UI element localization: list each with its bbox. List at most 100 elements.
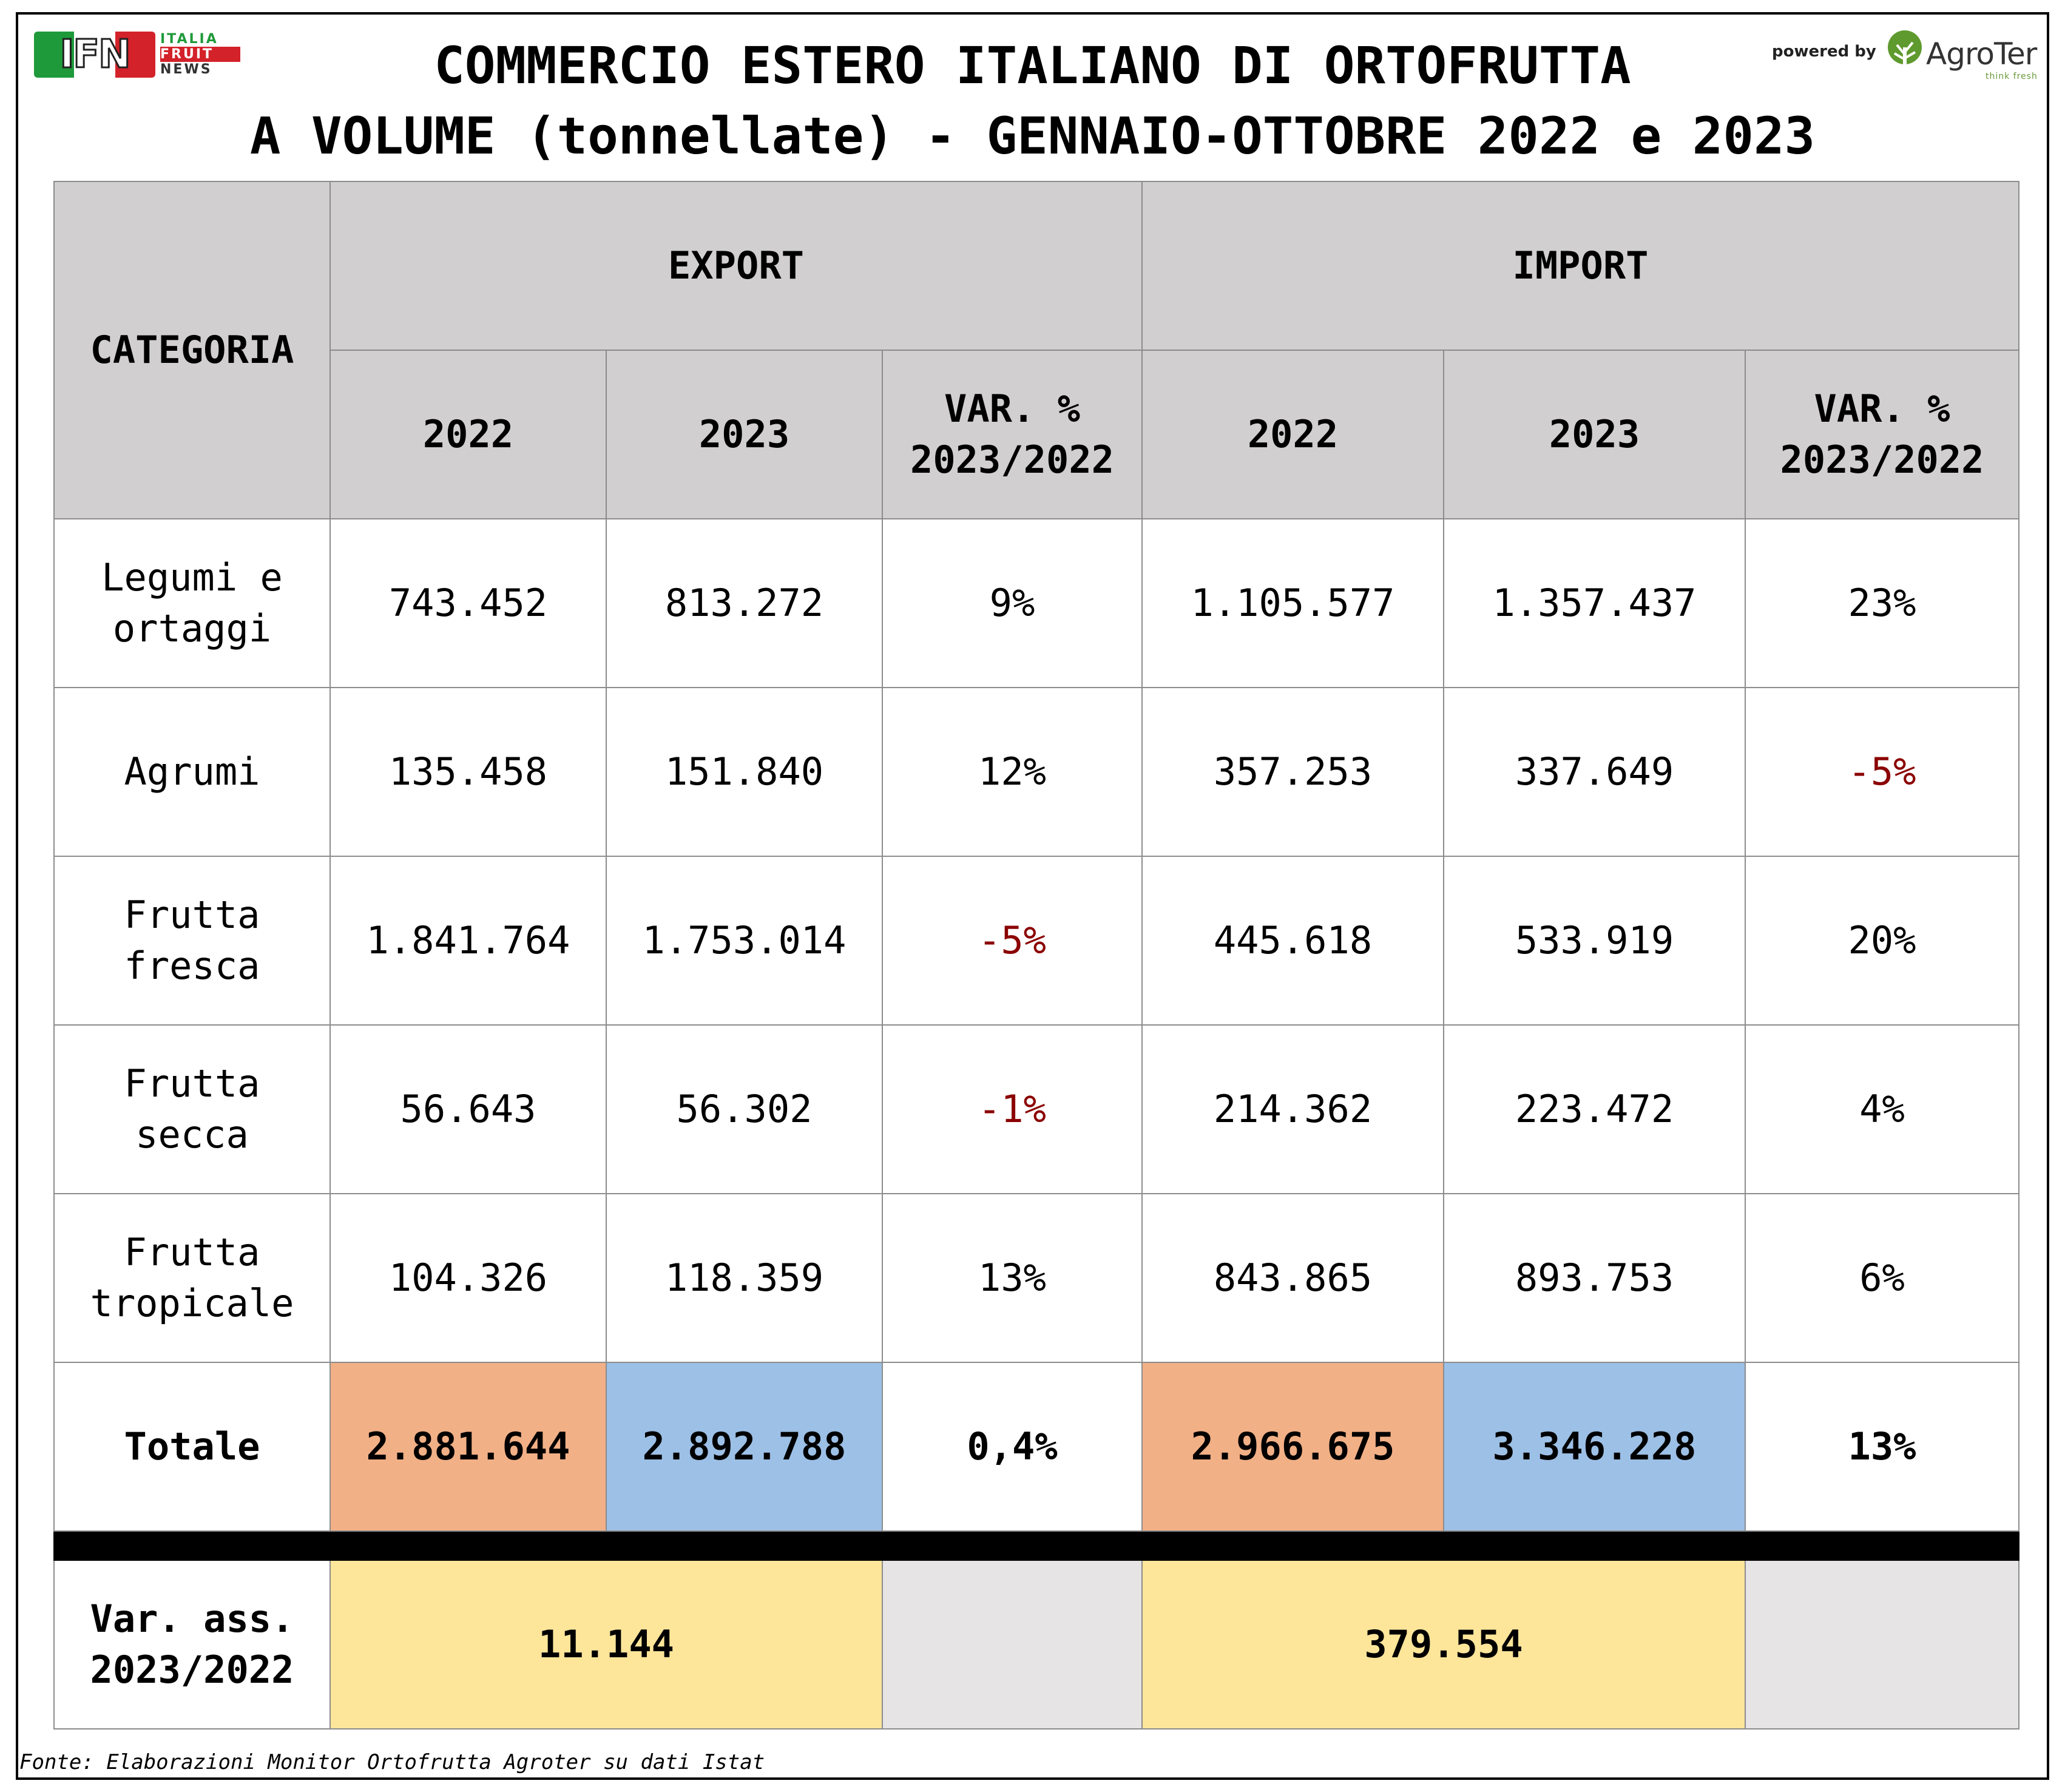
header-categoria: CATEGORIA bbox=[53, 181, 331, 519]
value-cell-export-2022: 1.841.764 bbox=[330, 856, 607, 1026]
ifn-logo: IFN ITALIA FRUIT NEWS bbox=[34, 32, 240, 80]
value-cell-import-2022: 445.618 bbox=[1141, 856, 1445, 1026]
value-cell-export-var: -1% bbox=[881, 1024, 1143, 1194]
header-import-2023: 2023 bbox=[1443, 350, 1746, 519]
abs-var-export-empty bbox=[881, 1560, 1143, 1729]
header-import-2022: 2022 bbox=[1141, 350, 1445, 519]
data-rows: Legumi e ortaggi 743.452 813.272 9% 1.105.577… bbox=[53, 518, 2020, 1363]
table-row: Frutta fresca 1.841.764 1.753.014 -5% 445.618… bbox=[53, 856, 2020, 1026]
category-label-line: fresca bbox=[124, 944, 260, 988]
total-import-2023: 3.346.228 bbox=[1443, 1362, 1746, 1532]
ifn-logo-line1: ITALIA bbox=[160, 32, 218, 47]
title-line-1: COMMERCIO ESTERO ITALIANO DI ORTOFRUTTA bbox=[434, 36, 1631, 95]
powered-by-label: powered by bbox=[1772, 42, 1876, 61]
ifn-logo-subtitle: ITALIA FRUIT NEWS bbox=[160, 32, 240, 77]
value-cell-export-2023: 813.272 bbox=[606, 518, 883, 688]
ifn-logo-mark: IFN bbox=[34, 32, 155, 78]
value-cell-import-var: 23% bbox=[1745, 518, 2020, 688]
table-row: Frutta tropicale 104.326 118.359 13% 843.865 8… bbox=[53, 1193, 2020, 1363]
value-cell-import-2023: 337.649 bbox=[1443, 687, 1746, 857]
category-cell: Frutta fresca bbox=[53, 856, 331, 1026]
value-cell-import-var: 6% bbox=[1745, 1193, 2020, 1363]
category-label-line: Frutta bbox=[124, 1061, 260, 1106]
separator-bar bbox=[53, 1530, 2020, 1561]
value-cell-import-var: 4% bbox=[1745, 1024, 2020, 1194]
value-cell-export-2022: 743.452 bbox=[330, 518, 607, 688]
table-row: Legumi e ortaggi 743.452 813.272 9% 1.105.577… bbox=[53, 518, 2020, 688]
value-cell-export-var: 13% bbox=[881, 1193, 1143, 1363]
value-cell-import-2022: 843.865 bbox=[1141, 1193, 1445, 1363]
abs-var-import: 379.554 bbox=[1141, 1560, 1746, 1729]
header-export-2022: 2022 bbox=[330, 350, 607, 519]
agroter-tagline: think fresh bbox=[1986, 72, 2038, 81]
category-label-line: Frutta bbox=[124, 1230, 260, 1274]
total-export-2023: 2.892.788 bbox=[606, 1362, 883, 1532]
category-label-line: secca bbox=[135, 1112, 249, 1157]
header-import: IMPORT bbox=[1141, 181, 2020, 351]
value-cell-import-2022: 214.362 bbox=[1141, 1024, 1445, 1194]
abs-var-import-empty bbox=[1745, 1560, 2020, 1729]
value-cell-export-2023: 56.302 bbox=[606, 1024, 883, 1194]
header-export-var: VAR. % 2023/2022 bbox=[881, 350, 1143, 519]
header-row-2: 2022 2023 VAR. % 2023/2022 2022 2023 VAR… bbox=[54, 350, 2020, 519]
value-cell-export-var: -5% bbox=[881, 856, 1143, 1026]
trade-table: CATEGORIA EXPORT IMPORT 2022 2023 VAR. %… bbox=[53, 181, 2020, 1729]
total-export-2022: 2.881.644 bbox=[330, 1362, 607, 1532]
value-cell-export-2023: 118.359 bbox=[606, 1193, 883, 1363]
abs-var-row: Var. ass. 2023/2022 11.144 379.554 bbox=[53, 1560, 2020, 1729]
abs-var-label: Var. ass. 2023/2022 bbox=[53, 1560, 331, 1729]
header-var-line2: 2023/2022 bbox=[1780, 438, 1984, 482]
category-cell: Frutta tropicale bbox=[53, 1193, 331, 1363]
category-label-line: tropicale bbox=[90, 1281, 294, 1325]
value-cell-import-2023: 533.919 bbox=[1443, 856, 1746, 1026]
abs-var-label-line2: 2023/2022 bbox=[90, 1648, 294, 1692]
table-row: Agrumi 135.458 151.840 12% 357.253 337.649 -5% bbox=[53, 687, 2020, 857]
value-cell-import-var: 20% bbox=[1745, 856, 2020, 1026]
total-row: Totale 2.881.644 2.892.788 0,4% 2.966.67… bbox=[53, 1362, 2020, 1532]
value-cell-import-2022: 357.253 bbox=[1141, 687, 1445, 857]
value-cell-import-2023: 893.753 bbox=[1443, 1193, 1746, 1363]
header-export: EXPORT bbox=[329, 181, 1143, 351]
value-cell-export-var: 12% bbox=[881, 687, 1143, 857]
value-cell-export-2022: 56.643 bbox=[330, 1024, 607, 1194]
ifn-logo-line3: NEWS bbox=[160, 62, 212, 77]
category-label-line: Agrumi bbox=[124, 749, 260, 794]
value-cell-import-2023: 223.472 bbox=[1443, 1024, 1746, 1194]
value-cell-import-var: -5% bbox=[1745, 687, 2020, 857]
category-cell: Frutta secca bbox=[53, 1024, 331, 1194]
source-note: Fonte: Elaborazioni Monitor Ortofrutta A… bbox=[19, 1750, 765, 1774]
category-cell: Agrumi bbox=[53, 687, 331, 857]
header-row-1: CATEGORIA EXPORT IMPORT bbox=[53, 181, 2020, 519]
header-import-var: VAR. % 2023/2022 bbox=[1745, 350, 2020, 519]
tree-icon bbox=[1888, 30, 1922, 69]
ifn-logo-line2: FRUIT bbox=[160, 47, 240, 62]
header-export-2023: 2023 bbox=[606, 350, 883, 519]
category-label-line: Legumi e bbox=[101, 555, 283, 600]
agroter-name: AgroTer bbox=[1926, 36, 2037, 72]
category-label-line: Frutta bbox=[124, 893, 260, 937]
agroter-logo: powered by AgroTer think fresh bbox=[1772, 29, 2039, 84]
category-label-line: ortaggi bbox=[112, 606, 272, 651]
value-cell-import-2022: 1.105.577 bbox=[1141, 518, 1445, 688]
value-cell-import-2023: 1.357.437 bbox=[1443, 518, 1746, 688]
total-import-var: 13% bbox=[1745, 1362, 2020, 1532]
value-cell-export-2023: 151.840 bbox=[606, 687, 883, 857]
value-cell-export-2022: 104.326 bbox=[330, 1193, 607, 1363]
abs-var-export: 11.144 bbox=[330, 1560, 883, 1729]
value-cell-export-2022: 135.458 bbox=[330, 687, 607, 857]
total-label: Totale bbox=[53, 1362, 331, 1532]
total-import-2022: 2.966.675 bbox=[1141, 1362, 1445, 1532]
header-var-line1: VAR. % bbox=[1814, 387, 1950, 431]
total-export-var: 0,4% bbox=[881, 1362, 1143, 1532]
title-line-2: A VOLUME (tonnellate) - GENNAIO-OTTOBRE … bbox=[249, 106, 1816, 166]
header-var-line1: VAR. % bbox=[944, 387, 1080, 431]
table-row: Frutta secca 56.643 56.302 -1% 214.362 223.472… bbox=[53, 1024, 2020, 1194]
category-cell: Legumi e ortaggi bbox=[53, 518, 331, 688]
ifn-logo-text: IFN bbox=[59, 32, 132, 78]
value-cell-export-var: 9% bbox=[881, 518, 1143, 688]
trade-table-container: CATEGORIA EXPORT IMPORT 2022 2023 VAR. %… bbox=[53, 181, 2020, 1732]
page-frame bbox=[16, 12, 2049, 1780]
header-var-line2: 2023/2022 bbox=[910, 438, 1114, 482]
abs-var-label-line1: Var. ass. bbox=[90, 1597, 294, 1641]
value-cell-export-2023: 1.753.014 bbox=[606, 856, 883, 1026]
